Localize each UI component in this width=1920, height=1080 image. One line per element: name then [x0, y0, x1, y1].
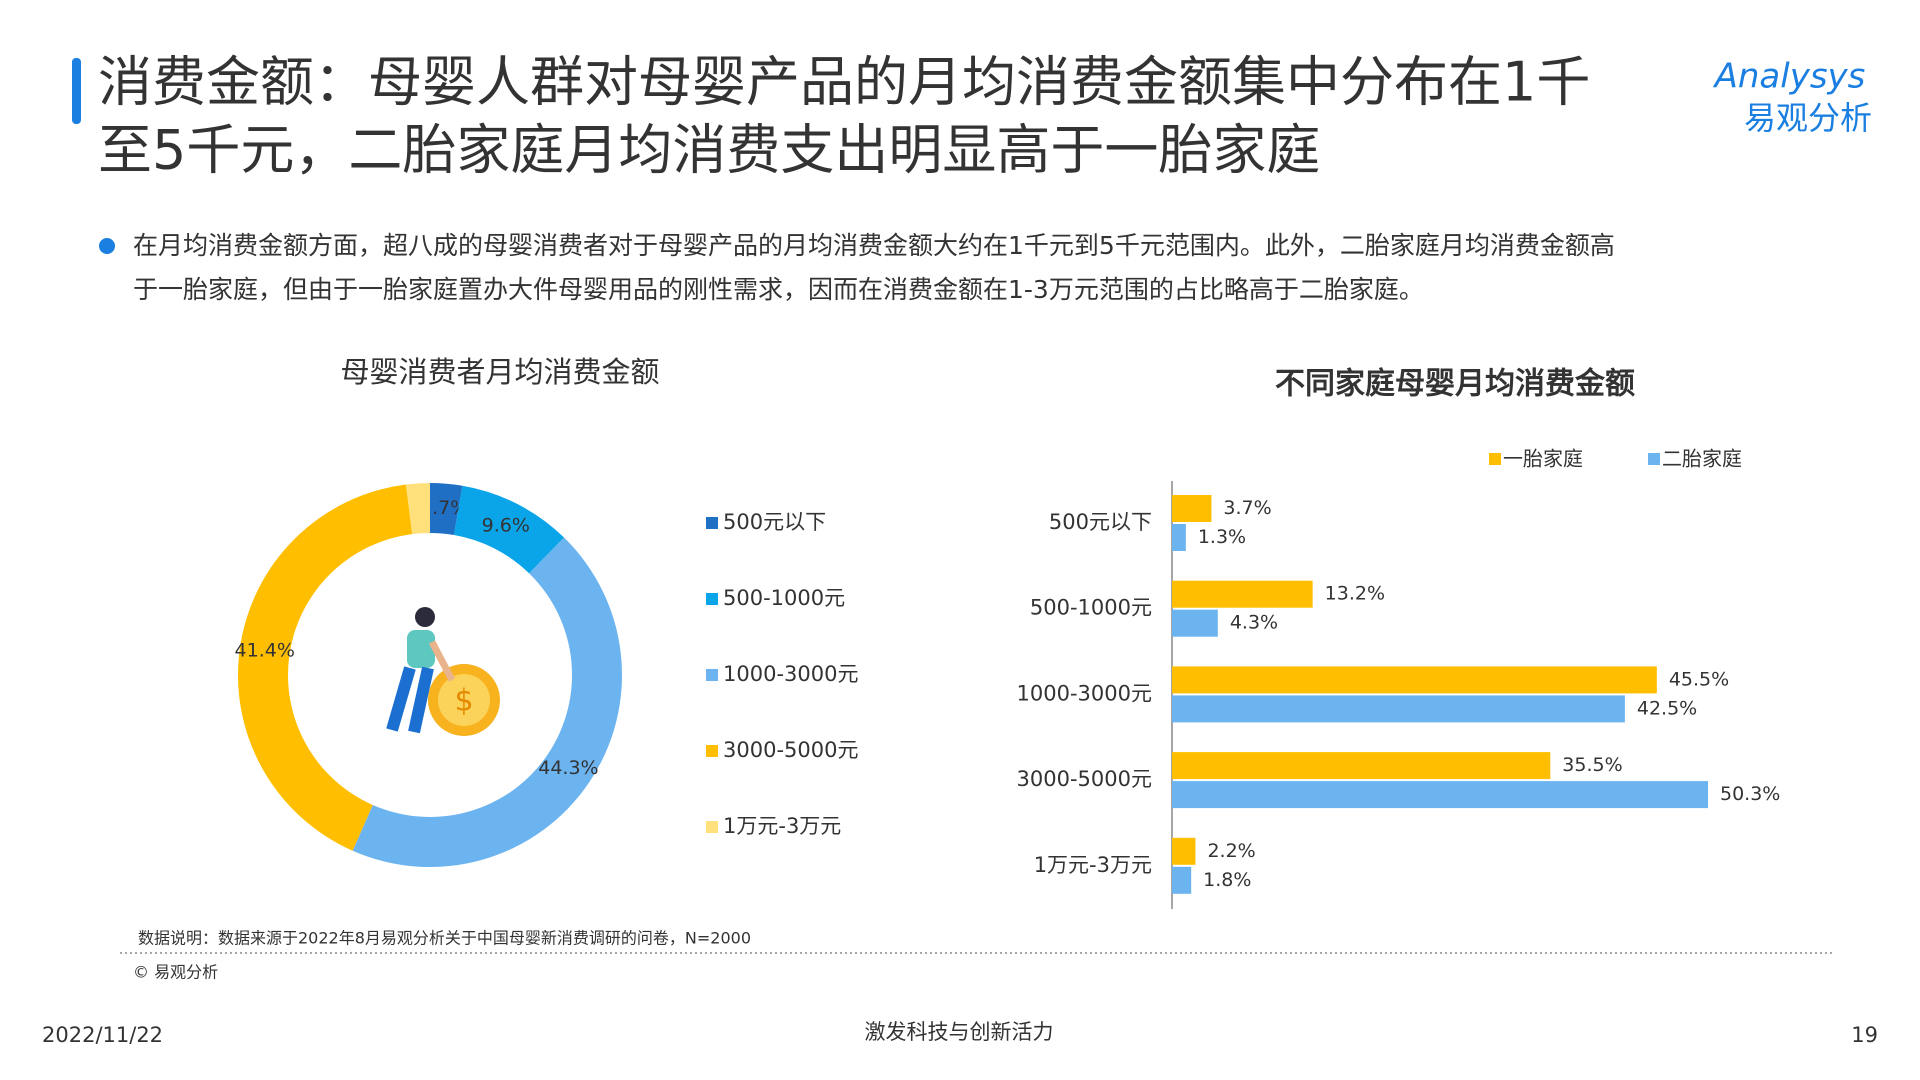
data-label: 41.4%: [235, 639, 295, 661]
legend-label: 一胎家庭: [1503, 447, 1583, 471]
data-label: 45.5%: [1669, 668, 1729, 690]
data-label: 42.5%: [1637, 697, 1697, 719]
bar: [1172, 495, 1212, 522]
bar: [1172, 609, 1218, 637]
legend-label: 500元以下: [723, 510, 826, 534]
copyright: © 易观分析: [133, 963, 218, 982]
bar: [1172, 781, 1708, 809]
chart-title: 母婴消费者月均消费金额: [340, 355, 659, 389]
title-line: 消费金额：母婴人群对母婴产品的月均消费金额集中分布在1千: [98, 51, 1590, 114]
data-label: 2.7%: [420, 497, 468, 519]
legend-label: 3000-5000元: [723, 738, 858, 762]
title-line: 至5千元，二胎家庭月均消费支出明显高于一胎家庭: [98, 119, 1320, 182]
legend-label: 1万元-3万元: [723, 814, 841, 838]
legend-label: 500-1000元: [723, 586, 845, 610]
illustration: $: [386, 607, 500, 736]
legend-swatch: [1648, 453, 1660, 465]
summary-line: 在月均消费金额方面，超八成的母婴消费者对于母婴产品的月均消费金额大约在1千元到5…: [133, 231, 1615, 260]
bar: [1172, 837, 1196, 865]
y-tick-label: 1万元-3万元: [1034, 853, 1152, 877]
data-label: 50.3%: [1720, 783, 1780, 805]
source-note: 数据说明：数据来源于2022年8月易观分析关于中国母婴新消费调研的问卷，N=20…: [138, 929, 751, 948]
footer-date: 2022/11/22: [42, 1023, 163, 1047]
data-label: 2.2%: [1207, 840, 1255, 862]
donut-segment: [238, 484, 413, 851]
data-label: 1.8%: [1203, 869, 1251, 891]
donut-segment: [430, 483, 463, 536]
title-accent: [72, 58, 81, 124]
donut-segment: [352, 537, 622, 867]
donut-segment: [405, 483, 430, 535]
data-label: 44.3%: [538, 757, 598, 779]
legend-label: 二胎家庭: [1662, 447, 1742, 471]
y-tick-label: 1000-3000元: [1017, 681, 1152, 705]
data-label: 4.3%: [1230, 612, 1278, 634]
svg-text:$: $: [454, 684, 473, 719]
summary-line: 于一胎家庭，但由于一胎家庭置办大件母婴用品的刚性需求，因而在消费金额在1-3万元…: [133, 275, 1424, 304]
footer-slogan: 激发科技与创新活力: [865, 1020, 1054, 1044]
data-label: 1.3%: [1198, 526, 1246, 548]
y-tick-label: 500元以下: [1049, 510, 1152, 534]
logo-text: 易观分析: [1744, 99, 1872, 137]
bar: [1172, 695, 1625, 723]
bullet: [99, 238, 115, 254]
data-label: 35.5%: [1562, 754, 1622, 776]
legend-label: 1000-3000元: [723, 662, 858, 686]
chart-title: 不同家庭母婴月均消费金额: [1275, 367, 1635, 402]
logo-text: Analysys: [1713, 57, 1866, 97]
legend-swatch: [706, 745, 718, 757]
bar: [1172, 524, 1186, 551]
bar: [1172, 752, 1551, 780]
legend-swatch: [706, 517, 718, 529]
y-tick-label: 500-1000元: [1030, 596, 1152, 620]
bar: [1172, 666, 1657, 694]
data-label: 3.7%: [1223, 497, 1271, 519]
bar: [1172, 580, 1313, 608]
legend-swatch: [706, 821, 718, 833]
legend-swatch: [1489, 453, 1501, 465]
legend-swatch: [706, 669, 718, 681]
y-tick-label: 3000-5000元: [1017, 767, 1152, 791]
data-label: 9.6%: [482, 515, 530, 537]
donut-segment: [453, 485, 565, 574]
bar: [1172, 866, 1192, 894]
page-number: 19: [1851, 1023, 1878, 1047]
legend-swatch: [706, 593, 718, 605]
data-label: 13.2%: [1325, 583, 1385, 605]
